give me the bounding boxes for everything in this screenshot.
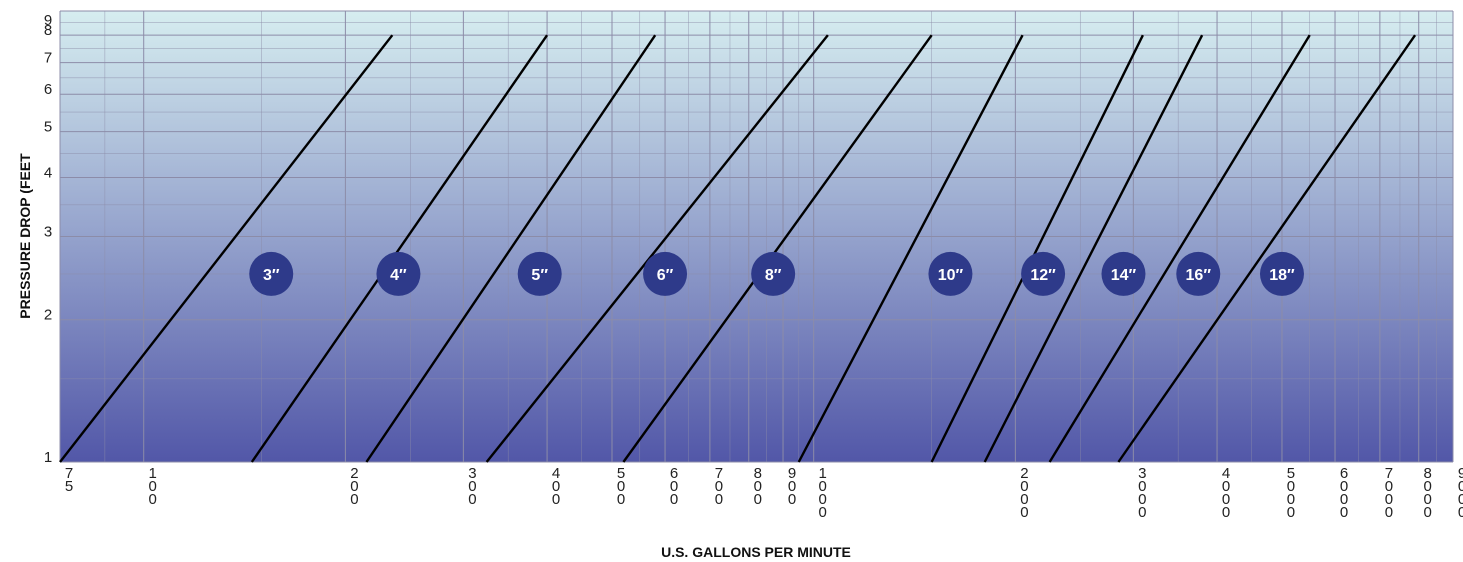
series-line (1048, 34, 1311, 463)
series-label-text: 3″ (263, 267, 280, 284)
y-tick-labels: 1 2 3 4 5 6 7 89 (44, 12, 52, 466)
series-label-circle (643, 251, 688, 296)
series-line (622, 34, 933, 463)
series-label-text: 10″ (938, 267, 964, 284)
series-line (983, 34, 1204, 463)
y-tick-label: 5 (44, 119, 52, 136)
series-label-text: 6″ (657, 267, 674, 284)
series-label-circle (376, 251, 421, 296)
series-line (485, 34, 829, 463)
series-label-text: 4″ (390, 267, 407, 284)
series-label-badge: 12″ (1021, 251, 1066, 296)
series-label-text: 8″ (765, 267, 782, 284)
series-label-circle (249, 251, 294, 296)
y-axis-title: PRESSURE DROP (FEET (17, 153, 33, 319)
series-label-text: 14″ (1111, 267, 1137, 284)
series-label-circle (517, 251, 562, 296)
series-line (930, 34, 1144, 463)
y-tick-label: 7 (44, 50, 52, 67)
series-label-text: 12″ (1030, 267, 1056, 284)
series-label-text: 5″ (531, 267, 548, 284)
series-lines (59, 34, 1417, 463)
series-label-circle (928, 251, 973, 296)
y-tick-label: 3 (44, 224, 52, 241)
y-tick-label: 9 (44, 12, 52, 29)
series-label-badge: 5″ (517, 251, 562, 296)
y-tick-label: 2 (44, 307, 52, 324)
y-tick-label: 6 (44, 81, 52, 98)
series-label-circle (1176, 251, 1221, 296)
y-tick-label: 4 (44, 164, 52, 181)
series-line (1117, 34, 1417, 463)
x-axis-title: U.S. GALLONS PER MINUTE (661, 544, 851, 560)
series-label-circle (1101, 251, 1146, 296)
series-line (59, 34, 394, 463)
series-label-text: 16″ (1186, 267, 1212, 284)
series-label-badge: 6″ (643, 251, 688, 296)
series-label-badge: 16″ (1176, 251, 1221, 296)
series-label-circle (1259, 251, 1304, 296)
series-label-badge: 3″ (249, 251, 294, 296)
series-labels: 3″ 4″ 5″ 6″ 8″ 10″ 12″ 14″ 16″ 18″ (249, 251, 1304, 296)
series-label-badge: 14″ (1101, 251, 1146, 296)
series-label-badge: 10″ (928, 251, 973, 296)
series-line (250, 34, 549, 463)
x-tick-labels: 7 5 1 0 0 2 0 0 3 0 0 4 0 0 5 0 0 6 0 0 7 0 0 8 0 0 9 0 0 1 0 0 0 2 0 0 0 3 0 0… (65, 465, 1463, 521)
series-label-circle (751, 251, 796, 296)
series-line (797, 34, 1024, 463)
series-label-badge: 8″ (751, 251, 796, 296)
series-label-badge: 18″ (1259, 251, 1304, 296)
y-tick-label: 8 (44, 22, 52, 39)
series-label-badge: 4″ (376, 251, 421, 296)
series-line (365, 34, 657, 463)
y-tick-label: 1 (44, 449, 52, 466)
series-label-circle (1021, 251, 1066, 296)
series-label-text: 18″ (1269, 267, 1295, 284)
